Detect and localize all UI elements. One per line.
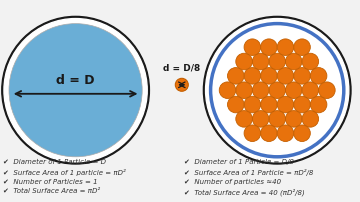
Circle shape [236, 82, 252, 99]
Circle shape [285, 111, 302, 127]
Circle shape [228, 96, 244, 113]
Circle shape [252, 53, 269, 70]
Text: d = D/8: d = D/8 [163, 64, 201, 73]
Circle shape [252, 111, 269, 127]
Circle shape [294, 68, 310, 84]
Circle shape [175, 78, 188, 91]
Circle shape [203, 16, 351, 164]
Circle shape [4, 19, 147, 162]
Circle shape [228, 68, 244, 84]
Circle shape [236, 53, 252, 70]
Text: ✔  Total Surface Area = 40 (πD²/8): ✔ Total Surface Area = 40 (πD²/8) [184, 188, 304, 196]
Circle shape [319, 82, 335, 99]
Circle shape [310, 96, 327, 113]
Text: ✔  Diameter of 1 Particle = D: ✔ Diameter of 1 Particle = D [3, 159, 106, 165]
Circle shape [277, 96, 294, 113]
Circle shape [277, 68, 294, 84]
Circle shape [269, 111, 285, 127]
Text: ✔  Diameter of 1 Particle = D/8: ✔ Diameter of 1 Particle = D/8 [184, 159, 293, 165]
Text: d = D: d = D [57, 74, 95, 87]
Circle shape [277, 125, 294, 142]
Circle shape [2, 16, 149, 164]
Circle shape [294, 39, 310, 56]
Circle shape [261, 96, 277, 113]
Circle shape [261, 125, 277, 142]
Circle shape [285, 53, 302, 70]
Circle shape [269, 53, 285, 70]
Circle shape [294, 125, 310, 142]
Circle shape [244, 68, 261, 84]
Text: ✔  Number of particles ≈40: ✔ Number of particles ≈40 [184, 179, 281, 185]
Circle shape [244, 125, 261, 142]
Circle shape [211, 24, 344, 157]
Circle shape [244, 96, 261, 113]
Circle shape [244, 39, 261, 56]
Circle shape [206, 19, 349, 162]
Text: ✔  Surface Area of 1 particle = πD²: ✔ Surface Area of 1 particle = πD² [3, 169, 126, 176]
Circle shape [302, 82, 319, 99]
Circle shape [294, 96, 310, 113]
Circle shape [269, 82, 285, 99]
Text: ✔  Surface Area of 1 Particle = πD²/8: ✔ Surface Area of 1 Particle = πD²/8 [184, 169, 313, 176]
Circle shape [219, 82, 236, 99]
Circle shape [310, 68, 327, 84]
Circle shape [302, 111, 319, 127]
Circle shape [302, 53, 319, 70]
Text: ✔  Number of Particles = 1: ✔ Number of Particles = 1 [3, 179, 98, 185]
Circle shape [277, 39, 294, 56]
Circle shape [285, 82, 302, 99]
Text: ✔  Total Surface Area = πD²: ✔ Total Surface Area = πD² [3, 188, 100, 195]
Circle shape [252, 82, 269, 99]
Circle shape [261, 39, 277, 56]
Circle shape [9, 24, 142, 157]
Circle shape [261, 68, 277, 84]
Circle shape [236, 111, 252, 127]
